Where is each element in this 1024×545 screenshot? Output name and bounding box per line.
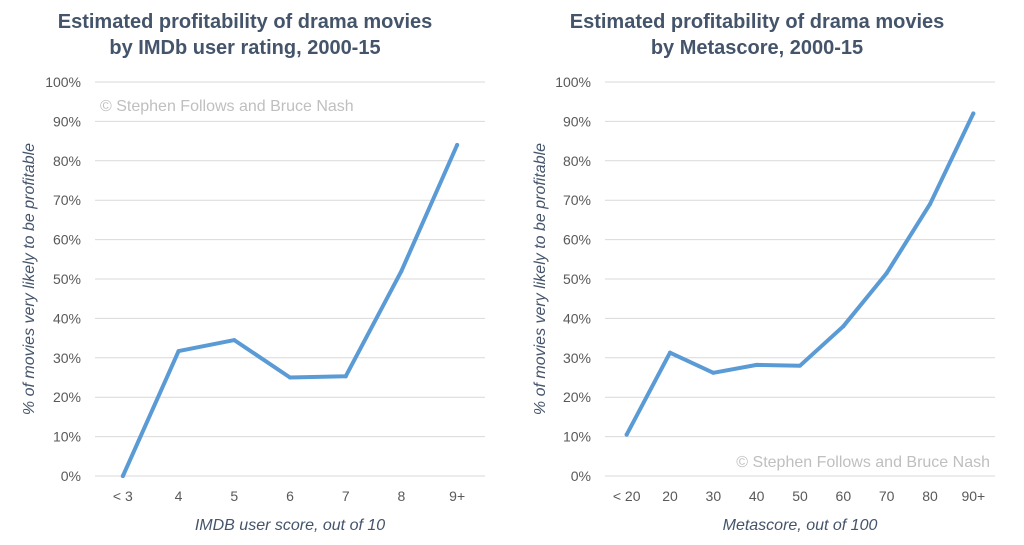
chart1-y-tick-label: 10%: [53, 429, 81, 445]
chart1-data-point: [288, 375, 292, 380]
chart1-y-tick-label: 50%: [53, 271, 81, 287]
chart1-x-tick-label: 5: [230, 488, 238, 504]
chart2-y-tick-label: 60%: [563, 232, 591, 248]
chart2-x-tick-label: 60: [836, 488, 852, 504]
chart2-x-tick-label: < 20: [613, 488, 641, 504]
chart1-x-tick-label: 9+: [449, 488, 465, 504]
chart2-credit: © Stephen Follows and Bruce Nash: [736, 454, 990, 471]
chart2-data-point: [841, 324, 846, 329]
chart2-y-tick-label: 80%: [563, 153, 591, 169]
chart2-y-tick-label: 0%: [571, 468, 591, 484]
chart1-x-tick-label: < 3: [113, 488, 133, 504]
chart1-x-tick-label: 4: [175, 488, 183, 504]
chart1-y-axis-label: % of movies very likely to be profitable: [21, 143, 38, 415]
chart2-data-point: [884, 271, 889, 276]
chart2-y-axis-label: % of movies very likely to be profitable: [532, 143, 549, 415]
chart1-data-point: [455, 143, 460, 148]
chart1-title-line-2: by IMDb user rating, 2000-15: [109, 37, 380, 59]
chart2-data-point: [668, 350, 672, 355]
chart2-data-point: [798, 363, 802, 368]
chart2-y-tick-label: 10%: [563, 429, 591, 445]
chart1-y-tick-label: 100%: [45, 74, 81, 90]
chart2-x-axis-label: Metascore, out of 100: [723, 517, 878, 534]
chart1-x-tick-label: 6: [286, 488, 294, 504]
chart1-y-tick-label: 0%: [61, 468, 81, 484]
chart1-data-point: [399, 269, 404, 274]
chart1-y-tick-label: 60%: [53, 232, 81, 248]
chart2-y-tick-label: 90%: [563, 113, 591, 129]
chart1-y-tick-label: 30%: [53, 350, 81, 366]
chart2-x-tick-label: 90+: [961, 488, 985, 504]
chart2-y-tick-label: 40%: [563, 310, 591, 326]
chart1-x-tick-label: 8: [398, 488, 406, 504]
chart1-x-axis-label: IMDB user score, out of 10: [195, 517, 385, 534]
chart2-y-tick-label: 30%: [563, 350, 591, 366]
chart1-title-line-1: Estimated profitability of drama movies: [58, 11, 433, 33]
chart1-data-point: [343, 374, 348, 379]
chart2-x-tick-label: 20: [662, 488, 678, 504]
chart2-y-tick-label: 20%: [563, 389, 591, 405]
chart2-title-line-2: by Metascore, 2000-15: [651, 37, 863, 59]
chart2-title-line-1: Estimated profitability of drama movies: [570, 11, 945, 33]
chart2-data-point: [624, 432, 629, 437]
chart1-y-tick-label: 90%: [53, 113, 81, 129]
chart2-data-point: [971, 111, 976, 116]
chart1-data-point: [120, 474, 125, 478]
chart2-data-point: [928, 202, 932, 207]
chart1-y-tick-label: 70%: [53, 192, 81, 208]
chart1-y-tick-label: 20%: [53, 389, 81, 405]
chart1-series-line: [120, 143, 460, 478]
chart2-series-line: [624, 111, 976, 437]
chart2-data-point: [754, 362, 759, 367]
chart2-x-tick-label: 70: [879, 488, 895, 504]
chart2-data-point: [711, 370, 716, 375]
chart2-y-tick-label: 50%: [563, 271, 591, 287]
chart2-x-tick-label: 30: [706, 488, 722, 504]
chart1-y-tick-label: 80%: [53, 153, 81, 169]
chart2-y-tick-label: 70%: [563, 192, 591, 208]
chart2-y-tick-label: 100%: [555, 74, 591, 90]
chart1-y-tick-label: 40%: [53, 310, 81, 326]
chart2-x-tick-label: 80: [922, 488, 938, 504]
chart1-data-point: [232, 338, 237, 343]
chart2-x-tick-label: 50: [792, 488, 808, 504]
chart2-x-tick-label: 40: [749, 488, 765, 504]
chart1-x-tick-label: 7: [342, 488, 350, 504]
chart1-credit: © Stephen Follows and Bruce Nash: [100, 98, 354, 115]
chart1-data-point: [176, 349, 181, 354]
